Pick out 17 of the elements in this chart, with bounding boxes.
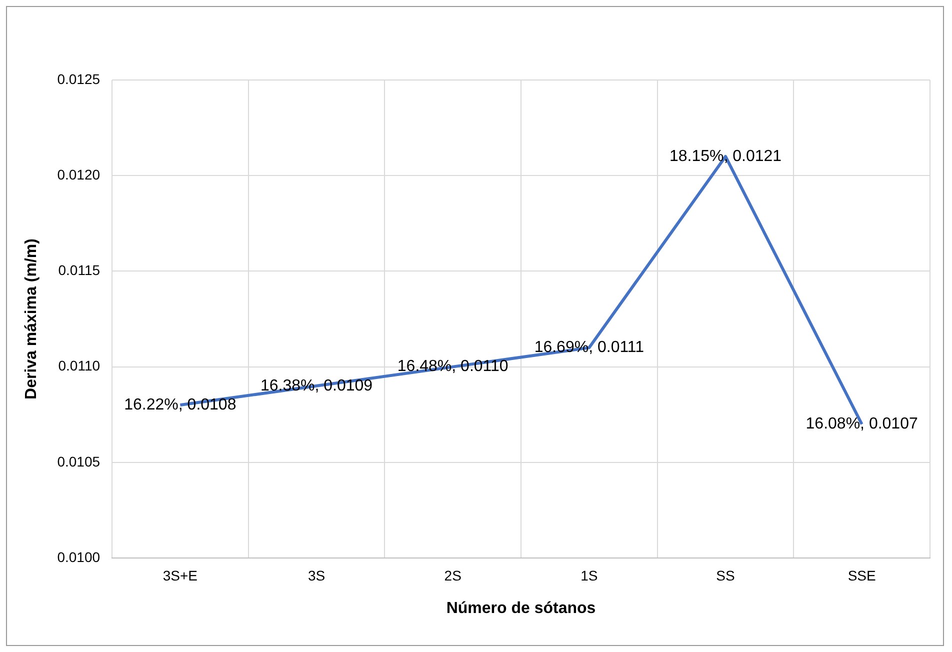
y-tick-label: 0.0105 [57,453,100,470]
y-tick-label: 0.0115 [58,262,100,278]
y-axis-title: Deriva máxima (m/m) [23,238,40,400]
x-tick-label: 3S [308,567,326,584]
x-tick-label: 2S [444,567,462,584]
x-tick-label: 3S+E [162,567,198,584]
x-tick-label: SSE [848,567,876,584]
y-tick-label: 0.0110 [58,358,100,374]
x-tick-label: SS [716,567,735,584]
x-tick-label: 1S [580,567,598,584]
y-tick-label: 0.0100 [57,548,100,565]
data-label: 16.22%, 0.0108 [124,396,236,414]
y-tick-label: 0.0125 [57,70,100,87]
y-tick-label: 0.0120 [57,166,100,182]
data-label: 18.15%, 0.0121 [669,148,782,165]
data-label: 16.08%, 0.0107 [806,416,918,433]
x-axis-title: Número de sótanos [446,600,596,617]
